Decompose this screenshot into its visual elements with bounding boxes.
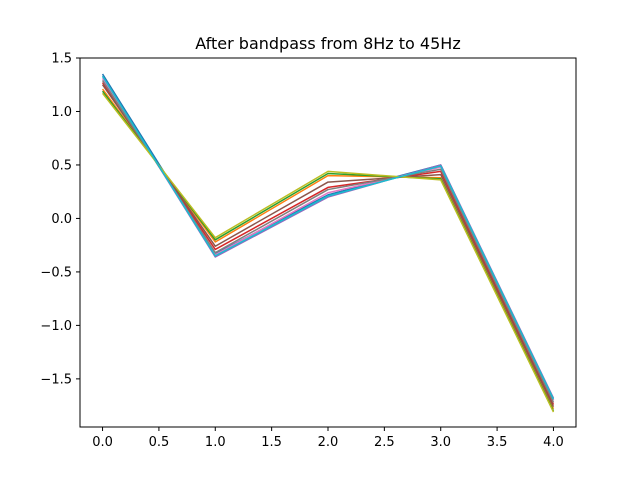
series-line-7 [101,77,555,401]
series-line-1 [101,73,555,401]
x-tick-label: 0.0 [92,435,113,450]
series-line-4 [101,82,555,405]
y-axis: 1.5 1.0 0.5 0.0 −0.5 −1.0 −1.5 [40,52,80,387]
plot-frame [79,57,577,428]
y-tick-label: 1.5 [51,52,72,67]
y-tick-label: 1.0 [51,105,72,120]
series-line-2 [101,88,555,410]
x-axis: 0.0 0.5 1.0 1.5 2.0 2.5 3.0 3.5 4.0 [92,427,564,450]
y-tick-label: −1.0 [40,319,72,334]
series-line-8 [101,80,555,403]
x-tick-label: 4.0 [543,435,564,450]
series-line-5 [101,75,555,399]
x-tick-label: 2.0 [318,435,339,450]
x-tick-label: 0.5 [149,435,170,450]
x-tick-label: 3.5 [487,435,508,450]
y-tick-label: 0.0 [51,212,72,227]
y-tick-label: −1.5 [40,372,72,387]
chart-title: After bandpass from 8Hz to 45Hz [195,34,460,53]
series-line-9 [101,92,555,413]
series-layer [101,73,555,413]
series-line-10 [101,75,555,400]
series-line-6 [101,84,555,408]
x-tick-label: 1.5 [261,435,282,450]
series-line-3 [101,90,555,412]
y-tick-label: 0.5 [51,158,72,173]
x-tick-label: 3.0 [430,435,451,450]
x-tick-label: 2.5 [374,435,395,450]
y-tick-label: −0.5 [40,265,72,280]
x-tick-label: 1.0 [205,435,226,450]
